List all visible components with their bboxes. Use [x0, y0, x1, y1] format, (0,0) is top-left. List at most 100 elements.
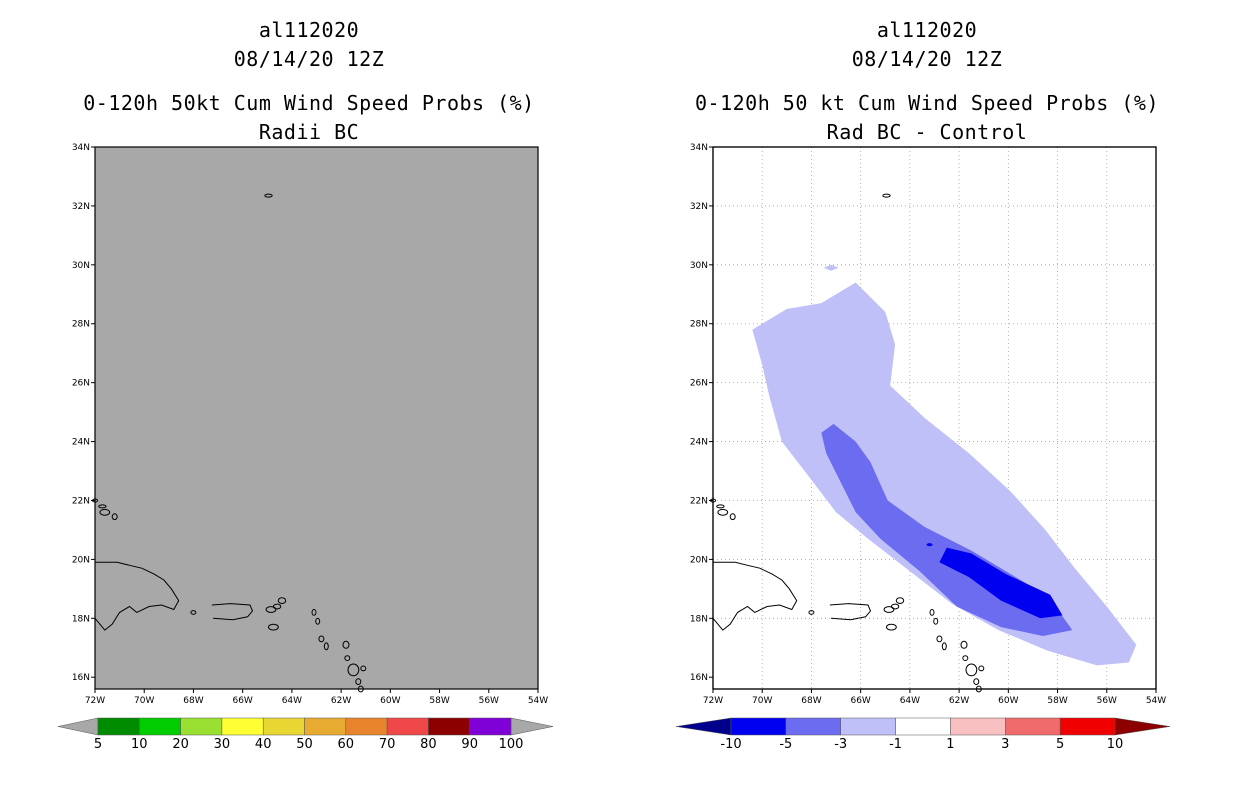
lat-tick-label: 32N — [690, 202, 708, 212]
datetime: 08/14/20 12Z — [851, 47, 1003, 71]
lat-tick-label: 32N — [72, 202, 90, 212]
island-outline — [890, 603, 900, 610]
colorbar-swatch — [386, 717, 429, 736]
lon-tick-label: 64W — [900, 696, 920, 706]
colorbar-label: 60 — [338, 737, 355, 752]
island-outline — [318, 635, 325, 643]
colorbar-label: 30 — [214, 737, 231, 752]
colorbar-swatch — [895, 717, 951, 736]
lat-tick-label: 28N — [690, 320, 708, 330]
subtitle: Radii BC — [258, 120, 360, 144]
island-outline — [98, 504, 107, 509]
lon-tick-label: 56W — [1097, 696, 1117, 706]
island-outline — [933, 617, 939, 625]
island-outline — [973, 678, 980, 685]
island-outline — [929, 609, 935, 616]
colorbar-label: 70 — [379, 737, 396, 752]
colorbar-swatch — [262, 717, 305, 736]
colorbar-label: 100 — [499, 737, 524, 752]
colorbar-label: 3 — [1001, 737, 1009, 752]
lon-tick-label: 56W — [479, 696, 499, 706]
colorbar-label: 80 — [420, 737, 437, 752]
island-outline — [941, 642, 947, 651]
lat-tick-label: 20N — [72, 555, 90, 565]
lat-tick-label: 24N — [72, 438, 90, 448]
lon-tick-label: 66W — [232, 696, 252, 706]
right-map: 16N 18N 20N 22N 24N 26N 28N 30N 32N 34N 72W 70W 68W 6… — [675, 143, 1171, 752]
lon-tick-label: 68W — [183, 696, 203, 706]
lon-tick-label: 62W — [331, 696, 351, 706]
colorbar-label: -1 — [889, 737, 902, 752]
lat-tick-label: 30N — [72, 261, 90, 271]
island-outline — [360, 665, 367, 672]
probability-field — [95, 147, 538, 689]
colorbar-label: 10 — [131, 737, 148, 752]
lon-tick-label: 72W — [85, 696, 105, 706]
hispaniola-coast — [94, 561, 180, 631]
lat-tick-label: 26N — [690, 379, 708, 389]
colorbar-swatch — [785, 717, 841, 736]
lat-tick-label: 20N — [690, 555, 708, 565]
lat-tick-label: 34N — [690, 143, 708, 153]
colorbar-label: -3 — [834, 737, 847, 752]
colorbar-label: 5 — [94, 737, 102, 752]
island-outline — [962, 655, 969, 661]
lon-tick-label: 58W — [429, 696, 449, 706]
island-outline — [895, 597, 905, 604]
colorbar-swatch — [840, 717, 896, 736]
colorbar-label: 1 — [946, 737, 954, 752]
diff-contour-minus3 — [752, 282, 1137, 666]
lon-tick-label: 62W — [949, 696, 969, 706]
colorbar-swatch — [428, 717, 470, 736]
island-outline — [190, 610, 197, 615]
lon-tick-label: 54W — [1146, 696, 1166, 706]
lat-tick-label: 22N — [72, 496, 90, 506]
island-outline — [882, 193, 891, 198]
subtitle: Rad BC - Control — [826, 120, 1028, 144]
puerto-rico-coast — [829, 603, 872, 621]
product-title: 0-120h 50kt Cum Wind Speed Probs (%) — [83, 91, 535, 115]
island-outline — [111, 513, 118, 521]
lat-tick-label: 18N — [690, 614, 708, 624]
diff-speck — [801, 321, 808, 326]
lon-tick-label: 54W — [528, 696, 548, 706]
lat-tick-label: 34N — [72, 143, 90, 153]
island-outline — [347, 663, 360, 677]
lon-tick-label: 64W — [282, 696, 302, 706]
island-outline — [342, 640, 350, 649]
storm-id: al112020 — [258, 18, 360, 42]
lon-tick-label: 68W — [801, 696, 821, 706]
lat-tick-label: 24N — [690, 438, 708, 448]
left-colorbar: 5 10 20 30 40 50 60 70 80 90 100 — [57, 717, 554, 752]
right-colorbar: -10 -5 -3 -1 1 3 5 10 — [675, 717, 1171, 752]
colorbar-end-low — [675, 717, 732, 736]
map-frame — [94, 146, 539, 690]
colorbar-end-high — [510, 717, 554, 736]
lon-tick-label: 72W — [703, 696, 723, 706]
right-panel: al112020 08/14/20 12Z 0-120h 50 kt Cum W… — [618, 0, 1236, 800]
difference-field — [752, 264, 1137, 666]
island-outline — [264, 193, 273, 198]
colorbar-swatch — [139, 717, 181, 736]
lat-tick-label: 16N — [72, 673, 90, 683]
island-outline — [265, 606, 277, 613]
lon-tick-label: 60W — [380, 696, 400, 706]
colorbar-label: 10 — [1107, 737, 1124, 752]
diff-contour-minus10 — [939, 547, 1063, 619]
island-outline — [978, 665, 985, 672]
datetime: 08/14/20 12Z — [233, 47, 385, 71]
island-outline — [268, 623, 279, 631]
left-map: 16N 18N 20N 22N 24N 26N 28N 30N 32N 34N 72W 70W 68W 6… — [57, 143, 554, 752]
island-outline — [717, 508, 729, 516]
island-outline — [272, 603, 282, 610]
island-outline — [886, 623, 897, 631]
colorbar-swatch — [1059, 717, 1116, 736]
colorbar-swatch — [1005, 717, 1061, 736]
colorbar-end-low — [57, 717, 99, 736]
map-frame — [712, 146, 1157, 690]
island-outline — [883, 606, 895, 613]
island-outline — [965, 663, 978, 677]
lat-tick-label: 26N — [72, 379, 90, 389]
lon-tick-label: 60W — [998, 696, 1018, 706]
lon-tick-label: 66W — [850, 696, 870, 706]
